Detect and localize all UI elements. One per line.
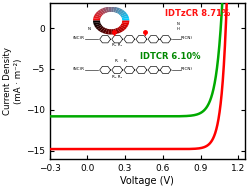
Text: IDTzCR 8.71%: IDTzCR 8.71% (165, 9, 231, 18)
Y-axis label: Current Density
(mA · m⁻²): Current Density (mA · m⁻²) (3, 47, 23, 115)
X-axis label: Voltage (V): Voltage (V) (120, 176, 174, 186)
Text: IDTCR 6.10%: IDTCR 6.10% (140, 52, 201, 61)
